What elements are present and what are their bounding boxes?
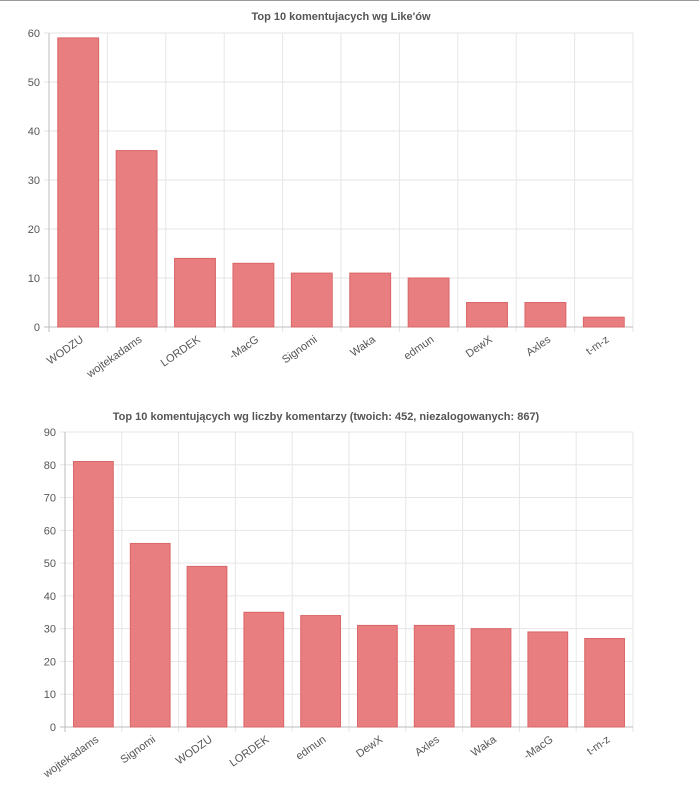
- bar--MacG[interactable]: [527, 631, 569, 728]
- x-tick-label: WODZU: [45, 334, 86, 368]
- bar--MacG[interactable]: [232, 262, 275, 328]
- y-tick-label: 0: [50, 722, 56, 734]
- x-tick-label: Waka: [469, 733, 499, 759]
- x-tick-label: -MacG: [227, 334, 261, 363]
- x-tick-label: t-m-z: [584, 334, 611, 358]
- y-tick-label: 0: [34, 322, 40, 334]
- y-tick-label: 20: [28, 224, 40, 236]
- x-tick-label: edmun: [294, 734, 328, 763]
- x-tick-label: LORDEK: [159, 333, 203, 369]
- y-tick-label: 10: [28, 273, 40, 285]
- x-tick-label: DewX: [464, 333, 495, 360]
- y-tick-label: 60: [44, 525, 56, 537]
- bar-edmun[interactable]: [300, 615, 341, 728]
- x-tick-label: Axles: [524, 333, 553, 359]
- bar-DewX[interactable]: [466, 302, 508, 328]
- x-tick-label: Waka: [348, 333, 378, 359]
- y-tick-label: 50: [28, 77, 40, 89]
- top-divider: [0, 0, 699, 1]
- y-tick-label: 60: [28, 28, 40, 40]
- bar-WODZU[interactable]: [57, 37, 100, 328]
- bar-Waka[interactable]: [349, 272, 392, 328]
- y-tick-label: 30: [44, 624, 56, 636]
- y-tick-label: 10: [44, 689, 56, 701]
- x-tick-label: wojtekadams: [84, 333, 145, 381]
- bar-Signomi[interactable]: [290, 272, 333, 328]
- bar-Signomi[interactable]: [129, 542, 171, 728]
- x-tick-label: DewX: [354, 733, 385, 760]
- bar-edmun[interactable]: [407, 277, 450, 328]
- bar-WODZU[interactable]: [186, 565, 228, 728]
- x-tick-label: Signomi: [280, 334, 319, 367]
- y-tick-label: 20: [44, 656, 56, 668]
- likes-chart-svg: Top 10 komentujacych wg Like'ów 0 10 20 30 4…: [28, 11, 634, 381]
- chart-title: Top 10 komentujących wg liczby komentarz…: [113, 411, 540, 423]
- bar-LORDEK[interactable]: [174, 257, 216, 328]
- likes-chart: Top 10 komentujacych wg Like'ów 0 10 20 30 4…: [0, 0, 699, 390]
- bar-DewX[interactable]: [357, 624, 398, 728]
- bar-Axles[interactable]: [413, 624, 455, 728]
- comments-chart: Top 10 komentujących wg liczby komentarz…: [0, 400, 699, 799]
- bar-Waka[interactable]: [470, 628, 512, 728]
- y-tick-label: 40: [44, 591, 56, 603]
- chart-title: Top 10 komentujacych wg Like'ów: [251, 11, 431, 23]
- x-tick-label: Signomi: [118, 734, 157, 767]
- x-tick-label: WODZU: [174, 734, 215, 768]
- x-tick-label: wojtekadams: [41, 733, 102, 781]
- y-tick-label: 50: [44, 558, 56, 570]
- bar-t-m-z[interactable]: [582, 316, 625, 328]
- bar-wojtekadams[interactable]: [73, 461, 114, 728]
- comments-chart-svg: Top 10 komentujących wg liczby komentarz…: [41, 411, 634, 781]
- x-tick-label: -MacG: [522, 734, 556, 763]
- y-tick-label: 30: [28, 175, 40, 187]
- x-tick-label: edmun: [402, 334, 436, 363]
- y-tick-label: 40: [28, 126, 40, 138]
- x-tick-label: Axles: [413, 733, 442, 759]
- bar-wojtekadams[interactable]: [115, 150, 158, 328]
- x-tick-label: LORDEK: [228, 733, 272, 769]
- bar-Axles[interactable]: [524, 302, 567, 328]
- x-tick-label: t-m-z: [585, 734, 612, 758]
- bar-LORDEK[interactable]: [243, 611, 285, 728]
- y-tick-label: 70: [44, 493, 56, 505]
- bar-t-m-z[interactable]: [584, 638, 625, 728]
- y-tick-label: 90: [44, 427, 56, 439]
- y-tick-label: 80: [44, 460, 56, 472]
